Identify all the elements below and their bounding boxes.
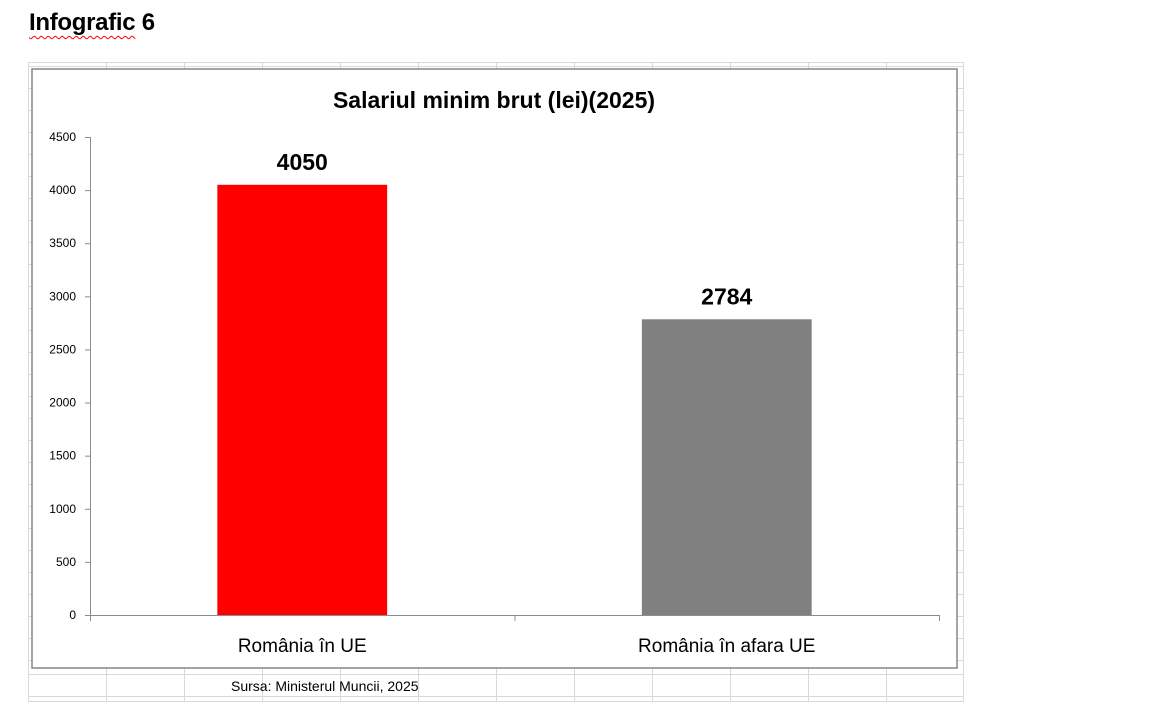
y-tick-label: 0 bbox=[69, 608, 76, 622]
y-tick-label: 2500 bbox=[49, 342, 76, 356]
data-label: 2784 bbox=[701, 283, 752, 309]
y-tick-label: 2000 bbox=[49, 396, 76, 410]
bar[interactable] bbox=[641, 319, 812, 615]
category-labels: România în UE România în afara UE bbox=[238, 636, 816, 657]
data-labels: 4050 2784 bbox=[277, 149, 753, 309]
bar-series bbox=[217, 184, 812, 616]
y-tick-label: 3000 bbox=[49, 289, 76, 303]
category-label: România în afara UE bbox=[638, 636, 815, 657]
y-axis: 0 500 1000 1500 2000 2500 3000 3500 4000 4500 bbox=[49, 130, 91, 622]
chart-title: Salariul minim brut (lei)(2025) bbox=[333, 87, 655, 113]
y-tick-label: 500 bbox=[56, 555, 76, 569]
page-heading: Infografic 6 bbox=[29, 6, 155, 40]
category-label: România în UE bbox=[238, 636, 367, 657]
x-axis bbox=[90, 615, 940, 621]
source-note: Sursa: Ministerul Muncii, 2025 bbox=[231, 678, 419, 694]
y-tick-label: 4500 bbox=[49, 130, 76, 144]
y-tick-label: 1500 bbox=[49, 449, 76, 463]
data-label: 4050 bbox=[277, 149, 328, 175]
y-tick-label: 3500 bbox=[49, 236, 76, 250]
y-tick-label: 4000 bbox=[49, 183, 76, 197]
y-tick-label: 1000 bbox=[49, 502, 76, 516]
heading-word: Infografic bbox=[29, 9, 136, 36]
bar[interactable] bbox=[217, 184, 388, 616]
bar-chart[interactable]: Salariul minim brut (lei)(2025) 0 500 1000… bbox=[28, 62, 964, 702]
spreadsheet-area: Salariul minim brut (lei)(2025) 0 500 1000… bbox=[28, 62, 964, 702]
chart-area-frame[interactable] bbox=[31, 68, 958, 669]
heading-number: 6 bbox=[141, 9, 155, 36]
